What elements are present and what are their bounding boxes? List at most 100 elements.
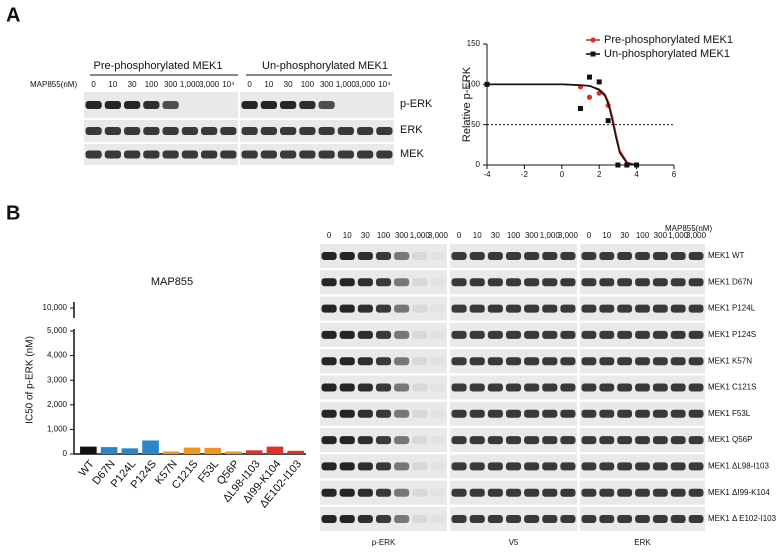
blot-band [652,357,668,366]
blot-band [469,488,485,497]
blot-band [260,150,277,159]
blot-band [617,252,633,260]
y-tick-label: 100 [467,79,481,88]
blot-band [542,383,558,392]
blot-band [451,330,467,339]
blot-band [560,357,576,366]
blot-band [375,409,392,418]
blot-band [321,252,337,260]
blot-band [375,383,392,392]
blot-band [542,462,558,471]
point [624,162,630,168]
blot-band [599,304,615,313]
row-label: p-ERK [400,98,433,110]
blot-band [201,150,218,159]
row-label: MEK1 Δ E102-I103 [708,514,777,523]
blot-band [505,330,522,339]
blot-band [599,383,615,392]
blot-band [375,357,392,366]
blot-band [560,436,576,445]
y-tick-label: 50 [471,120,480,129]
blot-band [469,252,485,260]
blot-band [124,150,141,159]
dose-label: 0 [327,231,332,240]
blot-band [469,409,485,418]
blot-band [581,252,597,260]
blot-band [321,383,337,392]
blot-band [430,357,445,365]
blot-band [394,383,410,392]
bar [204,447,222,454]
x-tick-label: 4 [634,170,639,179]
blot-band [321,278,337,287]
blot-band [260,127,277,135]
blot-band [617,383,633,392]
blot-band [321,357,337,366]
blot-band [357,409,373,418]
blot-band [487,278,503,287]
blot-band [599,515,615,523]
blot-band [375,436,392,445]
y-tick-label: 150 [467,39,481,48]
point [586,94,593,100]
blot-band [430,410,445,418]
bar [225,451,242,454]
blot-band [524,436,540,445]
row-label: MEK1 K57N [708,356,752,365]
blot-band [581,330,597,339]
blot-band [487,357,503,366]
blot-band [688,357,704,366]
dose-label: 0 [587,231,592,240]
blot-band [394,330,410,339]
blot-band [670,278,686,287]
blot-band [688,515,704,523]
dose-label: 300 [395,231,409,240]
dose-label: 300 [654,231,668,240]
blot-band [652,252,668,260]
blot-band [487,462,503,471]
dose-label: 1,000 [180,80,201,89]
blot-band [542,515,558,523]
blot-band [560,462,576,471]
blot-band [469,383,485,392]
blot-band [220,150,237,159]
dose-title: MAP855(nM) [30,80,77,89]
blot-band [688,462,704,471]
blot-band [560,383,576,392]
block-label: ERK [634,538,651,547]
blot-band [688,278,704,287]
dose-label: 10 [343,231,352,240]
row-label: MEK1 P124S [708,330,756,339]
blot-band [599,462,615,471]
blot-band [375,252,392,260]
blot-band [670,436,686,445]
blot-band [688,488,704,497]
dose-label: 300 [320,80,334,89]
legend-marker [590,51,596,57]
blot-band [394,515,410,523]
blot-band [524,462,540,471]
point [586,74,592,80]
blot-band [652,383,668,392]
blot-band [617,357,633,366]
blot-band [357,436,373,445]
blot-band [451,252,467,260]
blot-band [524,252,540,260]
blot-band [104,127,121,135]
blot-band [487,515,503,523]
blot-band [394,488,410,497]
group-header: Un-phosphorylated MEK1 [262,60,388,72]
blot-band [321,488,337,497]
blot-band [394,278,410,287]
blot-band [469,278,485,287]
row-label: MEK1 WT [708,251,745,260]
dose-title: MAP855(nM) [665,224,712,233]
blot-band [599,436,615,445]
dose-label: 100 [636,231,650,240]
dose-label: 10 [108,80,117,89]
blot-band [376,150,393,159]
blot-band [524,383,540,392]
blot-band [670,515,686,523]
blot-band [670,304,686,313]
blot-band [505,252,522,260]
